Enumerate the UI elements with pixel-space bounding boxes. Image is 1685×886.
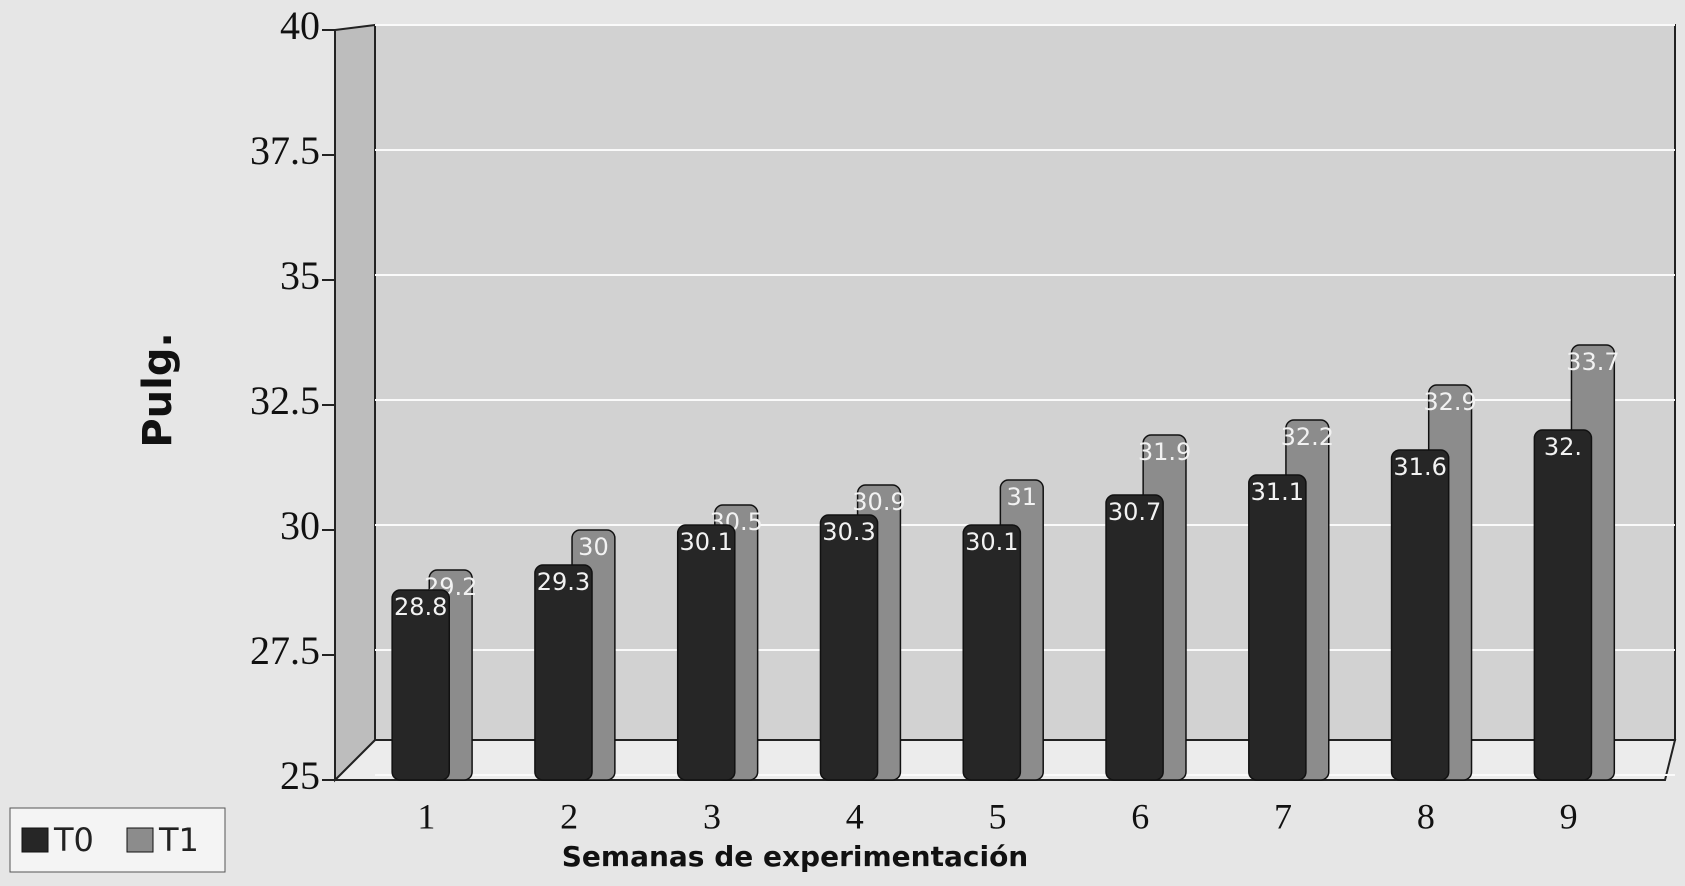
y-axis-label: Pulg. <box>135 332 181 447</box>
bar <box>1534 430 1591 780</box>
x-tick-label: 1 <box>417 796 435 836</box>
value-label: 30.3 <box>822 518 875 546</box>
x-axis-label: Semanas de experimentación <box>562 840 1028 873</box>
value-label: 32.2 <box>1281 423 1334 451</box>
side-wall <box>335 25 375 780</box>
value-label: 31.6 <box>1393 453 1446 481</box>
value-label: 28.8 <box>394 593 447 621</box>
x-tick-label: 2 <box>560 796 578 836</box>
legend-swatch <box>127 828 153 852</box>
bar <box>1249 475 1306 780</box>
value-label: 31 <box>1007 483 1038 511</box>
y-tick-label: 27.5 <box>250 628 320 673</box>
y-tick-label: 25 <box>280 753 320 798</box>
x-tick-label: 4 <box>846 796 864 836</box>
y-tick-label: 32.5 <box>250 378 320 423</box>
value-label: 30.7 <box>1108 498 1161 526</box>
value-label: 30.9 <box>852 488 905 516</box>
x-tick-label: 7 <box>1274 796 1292 836</box>
bar <box>535 565 592 780</box>
value-label: 30 <box>578 533 609 561</box>
y-tick-label: 40 <box>280 3 320 48</box>
legend-swatch <box>22 828 48 852</box>
x-tick-label: 8 <box>1417 796 1435 836</box>
x-tick-label: 5 <box>989 796 1007 836</box>
bar <box>1392 450 1449 780</box>
value-label: 32.9 <box>1423 388 1476 416</box>
y-tick-label: 37.5 <box>250 128 320 173</box>
bar <box>678 525 735 780</box>
value-label: 29.3 <box>537 568 590 596</box>
x-tick-label: 3 <box>703 796 721 836</box>
x-tick-label: 6 <box>1131 796 1149 836</box>
bar <box>820 515 877 780</box>
value-label: 33.7 <box>1566 348 1619 376</box>
x-tick-label: 9 <box>1560 796 1578 836</box>
y-tick-label: 30 <box>280 503 320 548</box>
legend-label: T0 <box>53 821 94 859</box>
y-tick-label: 35 <box>280 253 320 298</box>
bar <box>963 525 1020 780</box>
value-label: 30.1 <box>965 528 1018 556</box>
value-label: 31.1 <box>1251 478 1304 506</box>
chart: Pulg. Semanas de experimentación 2527.53… <box>0 0 1685 886</box>
value-label: 31.9 <box>1138 438 1191 466</box>
value-label: 30.1 <box>680 528 733 556</box>
legend-label: T1 <box>158 821 199 859</box>
bar <box>1106 495 1163 780</box>
value-label: 32. <box>1544 433 1582 461</box>
